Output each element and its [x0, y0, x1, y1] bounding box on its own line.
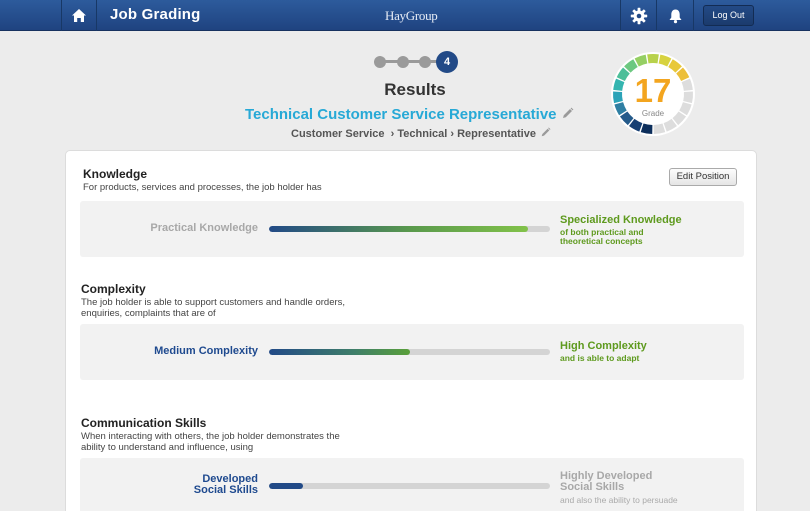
stepper-line — [380, 60, 442, 63]
job-title: Technical Customer Service Representativ… — [245, 106, 574, 124]
communication-target-level: Highly Developed Social Skills — [560, 470, 653, 493]
grade-gauge: 17 Grade — [610, 51, 696, 137]
progress-stepper: 4 — [374, 51, 464, 73]
grade-ring-segment — [634, 54, 648, 67]
grade-ring-segment — [640, 123, 653, 134]
grade-ring-segment — [647, 54, 659, 64]
job-path-text: Customer Service › Technical › Represent… — [291, 127, 536, 140]
app-title: Job Grading — [110, 6, 201, 23]
step-3-dot[interactable] — [419, 56, 431, 68]
haygroup-logo: HayGroup — [385, 8, 438, 23]
grade-ring-segment — [676, 67, 690, 82]
knowledge-title: Knowledge — [83, 167, 148, 181]
job-path-breadcrumb: Customer Service › Technical › Represent… — [291, 127, 551, 141]
grade-ring-segment — [616, 67, 630, 82]
bell-icon — [669, 9, 681, 23]
knowledge-target-level: Specialized Knowledge — [560, 214, 682, 226]
grade-ring-segment — [663, 118, 677, 132]
grade-ring-segment — [613, 91, 623, 104]
job-title-text: Technical Customer Service Representativ… — [245, 106, 557, 123]
grade-ring-segment — [629, 118, 643, 132]
edit-job-path-pencil-icon[interactable] — [540, 127, 551, 141]
grade-ring-segment — [619, 111, 634, 126]
complexity-target-level: High Complexity — [560, 340, 647, 352]
complexity-row: Medium Complexity High Complexity and is… — [80, 324, 744, 380]
complexity-progress-bar — [269, 349, 550, 355]
communication-row: Developed Social Skills Highly Developed… — [80, 458, 744, 511]
step-2-dot[interactable] — [397, 56, 409, 68]
grade-ring-segment — [681, 78, 693, 91]
communication-description: When interacting with others, the job ho… — [81, 431, 340, 453]
grade-value: 17 — [634, 72, 672, 109]
grade-ring — [611, 52, 695, 136]
communication-progress-fill — [269, 483, 303, 489]
complexity-progress-fill — [269, 349, 410, 355]
grade-ring-segment — [658, 54, 672, 67]
grade-ring-segment — [624, 59, 638, 73]
edit-job-title-pencil-icon[interactable] — [561, 107, 574, 124]
results-heading: Results — [384, 80, 446, 99]
grade-ring-segment — [683, 91, 693, 104]
knowledge-description: For products, services and processes, th… — [83, 182, 322, 193]
edit-position-button[interactable]: Edit Position — [669, 168, 737, 186]
knowledge-row: Practical Knowledge Specialized Knowledg… — [80, 201, 744, 257]
grade-ring-segment — [668, 59, 682, 73]
grade-ring-segment — [672, 111, 687, 126]
top-bar: Job Grading HayGroup Log Out — [0, 0, 810, 31]
complexity-current-level: Medium Complexity — [154, 345, 258, 357]
knowledge-progress-bar — [269, 226, 550, 232]
results-card: Edit Position Knowledge For products, se… — [65, 150, 757, 511]
logout-button[interactable]: Log Out — [703, 5, 754, 26]
current-step-indicator: 4 — [436, 51, 458, 73]
grade-ring-segment — [653, 123, 666, 134]
communication-title: Communication Skills — [81, 416, 207, 430]
communication-current-level: Developed Social Skills — [193, 473, 258, 496]
gear-icon — [630, 7, 647, 24]
grade-ring-segment — [613, 78, 625, 91]
settings-button[interactable] — [620, 0, 657, 31]
complexity-target-description: and is able to adapt — [560, 353, 640, 363]
knowledge-progress-fill — [269, 226, 528, 232]
step-1-dot[interactable] — [374, 56, 386, 68]
notifications-button[interactable] — [657, 0, 694, 31]
knowledge-target-description: of both practical and theoretical concep… — [560, 227, 644, 246]
grade-label: Grade — [641, 109, 665, 118]
grade-ring-segment — [614, 102, 627, 116]
complexity-title: Complexity — [81, 282, 146, 296]
complexity-description: The job holder is able to support custom… — [81, 297, 346, 319]
grade-ring-segment — [679, 102, 692, 116]
home-button[interactable] — [61, 0, 97, 31]
knowledge-current-level: Practical Knowledge — [150, 222, 258, 234]
communication-target-description: and also the ability to persuade — [560, 495, 678, 505]
home-icon — [72, 9, 86, 22]
communication-progress-bar — [269, 483, 550, 489]
